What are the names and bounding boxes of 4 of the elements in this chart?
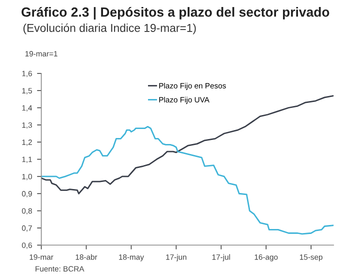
line-series	[41, 126, 334, 235]
line-series	[41, 95, 334, 194]
chart-subtitle: (Evolución diaria Indice 19-mar=1)	[23, 23, 196, 34]
chart-title: Gráfico 2.3 | Depósitos a plazo del sector privado	[22, 6, 330, 20]
